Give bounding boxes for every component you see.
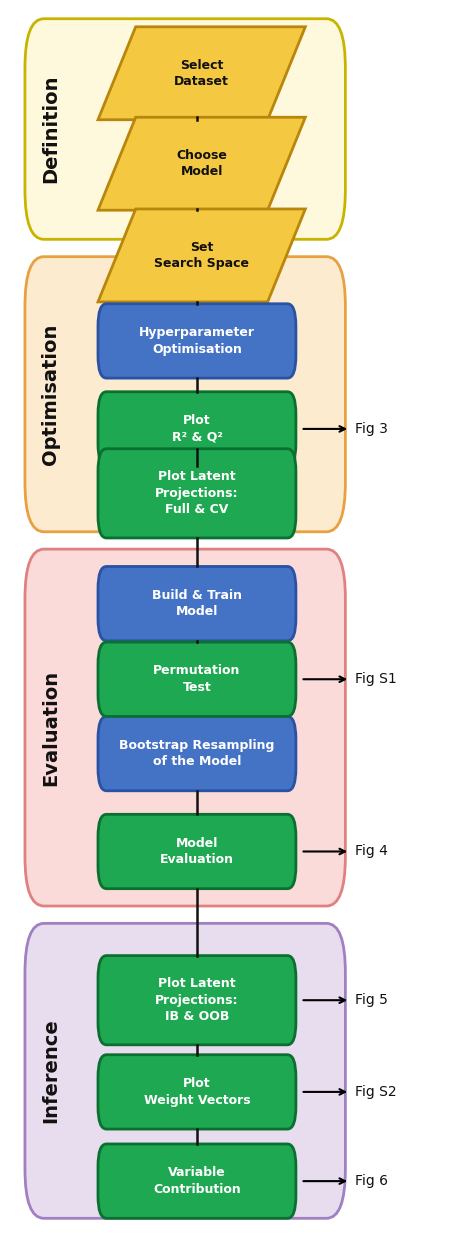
FancyBboxPatch shape xyxy=(98,448,296,538)
FancyBboxPatch shape xyxy=(98,304,296,378)
Text: Fig 4: Fig 4 xyxy=(355,845,388,858)
Text: Plot
Weight Vectors: Plot Weight Vectors xyxy=(144,1077,250,1107)
FancyBboxPatch shape xyxy=(98,391,296,466)
Text: Fig 6: Fig 6 xyxy=(355,1174,388,1189)
Polygon shape xyxy=(98,27,305,119)
FancyBboxPatch shape xyxy=(98,717,296,791)
Text: Plot Latent
Projections:
Full & CV: Plot Latent Projections: Full & CV xyxy=(155,471,239,517)
Text: Optimisation: Optimisation xyxy=(41,323,60,465)
Text: Bootstrap Resampling
of the Model: Bootstrap Resampling of the Model xyxy=(119,739,274,769)
FancyBboxPatch shape xyxy=(25,19,346,240)
Text: Build & Train
Model: Build & Train Model xyxy=(152,589,242,619)
Text: Set
Search Space: Set Search Space xyxy=(154,241,249,271)
FancyBboxPatch shape xyxy=(98,642,296,717)
Text: Definition: Definition xyxy=(41,75,60,184)
Text: Variable
Contribution: Variable Contribution xyxy=(153,1166,241,1196)
FancyBboxPatch shape xyxy=(25,257,346,532)
Text: Fig 3: Fig 3 xyxy=(355,422,388,436)
Polygon shape xyxy=(98,117,305,210)
FancyBboxPatch shape xyxy=(25,923,346,1218)
FancyBboxPatch shape xyxy=(98,1054,296,1129)
Text: Inference: Inference xyxy=(41,1018,60,1123)
Text: Evaluation: Evaluation xyxy=(41,669,60,786)
FancyBboxPatch shape xyxy=(25,549,346,905)
FancyBboxPatch shape xyxy=(98,1144,296,1218)
Text: Plot Latent
Projections:
IB & OOB: Plot Latent Projections: IB & OOB xyxy=(155,977,239,1023)
FancyBboxPatch shape xyxy=(98,566,296,641)
Text: Plot
R² & Q²: Plot R² & Q² xyxy=(172,414,222,443)
Text: Fig 5: Fig 5 xyxy=(355,994,388,1007)
FancyBboxPatch shape xyxy=(98,815,296,889)
Polygon shape xyxy=(98,209,305,302)
Text: Model
Evaluation: Model Evaluation xyxy=(160,837,234,866)
FancyBboxPatch shape xyxy=(98,955,296,1045)
Text: Fig S1: Fig S1 xyxy=(355,672,397,687)
Text: Fig S2: Fig S2 xyxy=(355,1086,396,1099)
Text: Select
Dataset: Select Dataset xyxy=(174,58,229,88)
Text: Hyperparameter
Optimisation: Hyperparameter Optimisation xyxy=(139,327,255,355)
Text: Choose
Model: Choose Model xyxy=(176,149,227,179)
Text: Permutation
Test: Permutation Test xyxy=(153,664,241,694)
